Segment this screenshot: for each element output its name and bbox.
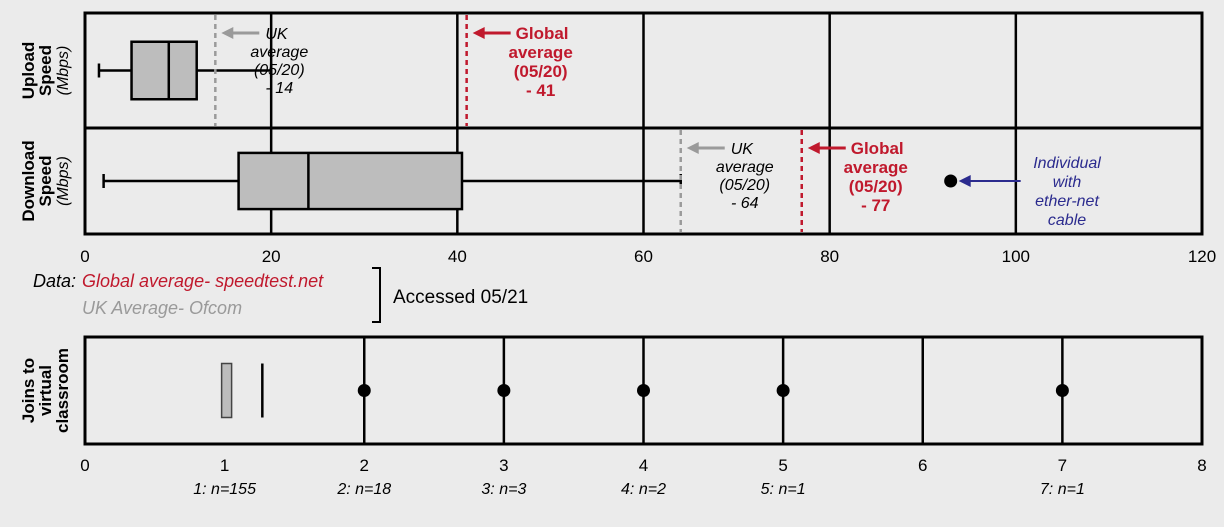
- plot-frame: [83, 11, 1204, 236]
- count-label: 1: n=155: [193, 481, 256, 498]
- x-tick-label: 60: [634, 247, 653, 266]
- x-tick-label: 2: [360, 456, 369, 475]
- x-tick-label: 80: [820, 247, 839, 266]
- count-label: 7: n=1: [1040, 481, 1085, 498]
- global-average-label: average: [509, 43, 573, 62]
- outlier-point: [776, 384, 790, 397]
- x-tick-label: 4: [639, 456, 648, 475]
- uk-average-label: - 64: [731, 195, 759, 212]
- uk-average-label: average: [250, 44, 308, 61]
- y-axis-label: Speed: [36, 45, 55, 96]
- y-axis-label: Joins to: [19, 358, 38, 423]
- y-axis-unit: (Mbps): [55, 156, 72, 206]
- source-uk: UK Average- Ofcom: [82, 298, 242, 318]
- uk-average-label: UK: [265, 26, 289, 43]
- uk-average-label: (05/20): [719, 177, 770, 194]
- x-tick-label: 100: [1002, 247, 1030, 266]
- x-tick-label: 7: [1058, 456, 1067, 475]
- iqr-box: [237, 151, 464, 211]
- x-tick-label: 8: [1197, 456, 1206, 475]
- source-accessed: Accessed 05/21: [393, 287, 528, 308]
- uk-arrow-head: [686, 142, 699, 154]
- outlier-point: [1055, 384, 1069, 397]
- individual-label: ether-net: [1035, 193, 1099, 210]
- global-arrow-head: [807, 142, 820, 154]
- x-tick-label: 0: [80, 247, 89, 266]
- count-label: 5: n=1: [761, 481, 806, 498]
- x-tick-label: 1: [220, 456, 229, 475]
- x-tick-label: 5: [778, 456, 787, 475]
- uk-average-label: (05/20): [254, 62, 305, 79]
- global-average-label: - 41: [526, 81, 555, 100]
- individual-label: Individual: [1033, 155, 1101, 172]
- global-average-label: Global: [851, 139, 904, 158]
- iqr-box: [130, 40, 198, 101]
- y-axis-unit: (Mbps): [55, 46, 72, 96]
- individual-label: cable: [1048, 212, 1086, 229]
- global-average-label: - 77: [861, 196, 890, 215]
- y-axis-label: virtual: [36, 365, 55, 416]
- uk-average-label: average: [716, 159, 774, 176]
- uk-average-label: UK: [731, 141, 755, 158]
- x-tick-label: 120: [1188, 247, 1216, 266]
- global-average-label: Global: [516, 24, 569, 43]
- source-bracket: [372, 267, 381, 323]
- y-axis-label: classroom: [53, 348, 72, 433]
- global-average-label: average: [844, 158, 908, 177]
- outlier-point: [944, 174, 958, 188]
- data-source-note: Data: Global average- speedtest.net UK A…: [33, 267, 528, 323]
- outlier-point: [637, 384, 650, 397]
- uk-arrow-head: [221, 27, 234, 39]
- count-label: 2: n=18: [336, 481, 391, 498]
- x-tick-label: 20: [262, 247, 281, 266]
- outlier-point: [497, 384, 511, 397]
- x-tick-label: 6: [918, 456, 927, 475]
- joins-chart: 0 1 2 3 4 5 6 7 8 1: n=155 2: n=18 3: n=3 4: n=2 5: n…: [19, 335, 1207, 498]
- global-average-label: (05/20): [849, 177, 903, 196]
- iqr-box: [220, 362, 233, 419]
- individual-label: with: [1053, 174, 1082, 191]
- x-tick-label: 0: [80, 456, 89, 475]
- plot-frame: [83, 335, 1204, 446]
- y-axis-label: Upload: [19, 42, 38, 100]
- y-axis-label: Download: [19, 140, 38, 221]
- count-label: 4: n=2: [621, 481, 666, 498]
- count-label: 3: n=3: [481, 481, 526, 498]
- x-tick-label: 40: [448, 247, 467, 266]
- global-average-label: (05/20): [514, 62, 568, 81]
- y-axis-label: Speed: [36, 155, 55, 206]
- uk-average-label: - 14: [266, 80, 294, 97]
- source-prefix: Data:: [33, 271, 76, 291]
- source-global: Global average- speedtest.net: [82, 271, 324, 291]
- global-arrow-head: [472, 27, 485, 39]
- x-tick-label: 3: [499, 456, 508, 475]
- individual-arrow-head: [958, 175, 971, 187]
- outlier-point: [357, 384, 371, 397]
